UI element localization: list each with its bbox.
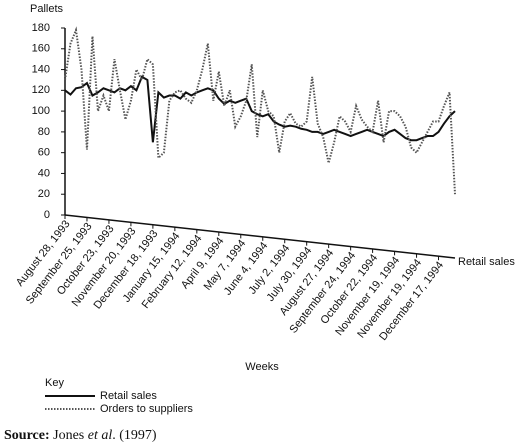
x-axis — [64, 214, 456, 259]
axis-end-label: Retail sales — [458, 256, 515, 268]
source: Source: Jones et al. (1997) — [4, 428, 157, 443]
series-line — [64, 26, 456, 195]
legend-title: Key — [45, 377, 64, 389]
y-tick-label: 80 — [38, 126, 50, 138]
y-tick-label: 180 — [32, 22, 50, 34]
y-tick-label: 120 — [32, 84, 50, 96]
y-tick-label: 60 — [38, 147, 50, 159]
source-author: Jones — [53, 428, 84, 443]
y-tick-label: 20 — [38, 188, 50, 200]
y-tick-label: 100 — [32, 105, 50, 117]
source-label: Source: — [4, 428, 50, 443]
y-tick-label: 40 — [38, 167, 50, 179]
source-year: . (1997) — [112, 428, 157, 443]
x-axis-label: Weeks — [245, 361, 279, 373]
y-tick-label: 0 — [44, 209, 50, 221]
series-line — [64, 75, 456, 143]
y-axis-label: Pallets — [30, 3, 64, 15]
legend-label: Orders to suppliers — [100, 403, 193, 415]
source-etal: et al — [88, 428, 113, 443]
legend-label: Retail sales — [100, 390, 157, 402]
y-tick-label: 140 — [32, 63, 50, 75]
y-tick-label: 160 — [32, 43, 50, 55]
